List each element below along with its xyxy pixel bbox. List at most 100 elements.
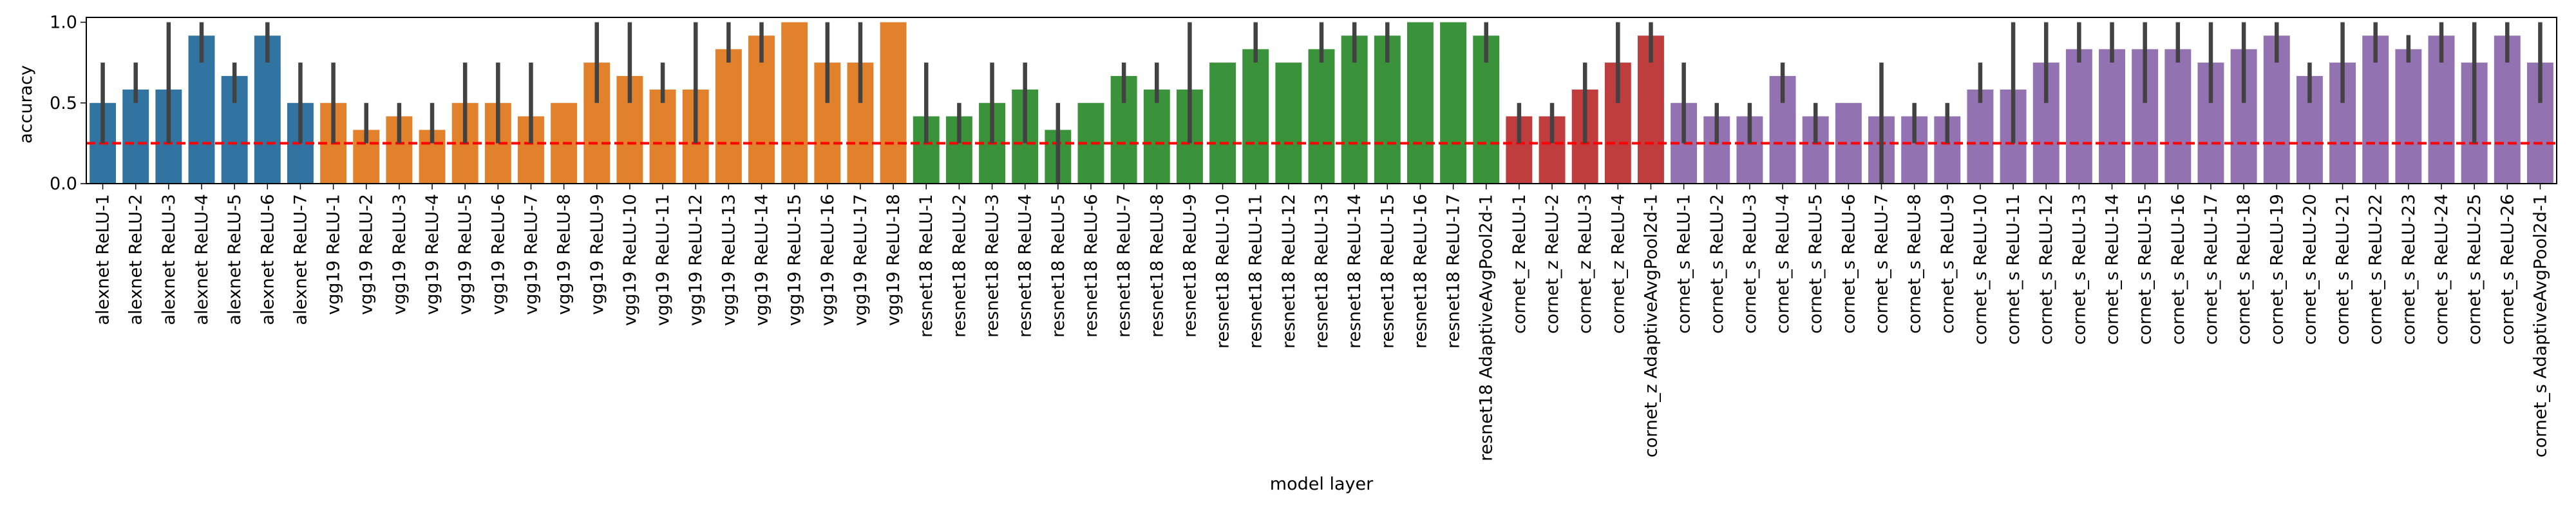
x-tick-label: cornet_s ReLU-22: [2366, 194, 2386, 345]
x-tick-label: resnet18 ReLU-2: [949, 194, 969, 338]
x-tick-label: vgg19 ReLU-6: [488, 194, 508, 315]
x-tick-label: vgg19 ReLU-3: [390, 194, 410, 315]
bar: [880, 22, 907, 184]
x-tick-label: vgg19 ReLU-13: [719, 194, 739, 326]
x-tick-label: vgg19 ReLU-18: [884, 194, 904, 326]
bar: [122, 89, 149, 184]
x-tick-label: alexnet ReLU-2: [126, 194, 146, 325]
x-tick-label: cornet_z AdaptiveAvgPool2d-1: [1641, 194, 1661, 457]
x-tick-label: cornet_s AdaptiveAvgPool2d-1: [2530, 194, 2550, 457]
x-tick-label: cornet_s ReLU-5: [1806, 194, 1826, 334]
x-tick-label: cornet_s ReLU-16: [2168, 194, 2188, 345]
x-tick-label: cornet_s ReLU-12: [2036, 194, 2056, 345]
x-tick-label: cornet_s ReLU-18: [2234, 194, 2254, 345]
x-tick-label: vgg19 ReLU-14: [752, 194, 772, 326]
bar: [1967, 89, 1994, 184]
x-tick-label: alexnet ReLU-5: [225, 194, 245, 325]
x-tick-label: cornet_z ReLU-2: [1542, 194, 1562, 334]
x-tick-label: vgg19 ReLU-4: [422, 194, 442, 315]
bar: [2164, 49, 2192, 184]
x-tick-label: vgg19 ReLU-7: [521, 194, 541, 315]
error-bars-layer: [100, 22, 2543, 184]
bar: [1406, 22, 1434, 184]
bar: [649, 89, 676, 184]
x-tick-label: cornet_s ReLU-25: [2465, 194, 2485, 345]
x-tick-label: resnet18 ReLU-17: [1444, 194, 1464, 349]
x-tick-label: vgg19 ReLU-16: [818, 194, 838, 326]
x-tick-label: resnet18 ReLU-5: [1048, 194, 1068, 338]
x-ticks-layer: alexnet ReLU-1 alexnet ReLU-2 alexnet ReLU…: [93, 184, 2550, 461]
x-tick-label: resnet18 ReLU-15: [1378, 194, 1397, 349]
y-tick-label: 0.5: [50, 93, 77, 113]
x-tick-label: cornet_s ReLU-26: [2497, 194, 2517, 345]
bar: [715, 49, 742, 184]
x-tick-label: resnet18 ReLU-9: [1180, 194, 1200, 338]
x-tick-label: cornet_s ReLU-4: [1773, 194, 1793, 334]
x-tick-label: resnet18 AdaptiveAvgPool2d-1: [1477, 194, 1497, 461]
bar: [1308, 49, 1335, 184]
x-tick-label: vgg19 ReLU-17: [851, 194, 871, 326]
x-tick-label: cornet_s ReLU-19: [2267, 194, 2287, 345]
x-tick-label: resnet18 ReLU-10: [1213, 194, 1233, 349]
bar: [1275, 62, 1302, 184]
bar: [781, 22, 808, 184]
bar: [2065, 49, 2092, 184]
x-tick-label: resnet18 ReLU-7: [1114, 194, 1134, 338]
x-tick-label: cornet_s ReLU-17: [2201, 194, 2221, 345]
x-tick-label: cornet_s ReLU-20: [2300, 194, 2320, 345]
x-tick-label: alexnet ReLU-4: [192, 194, 212, 325]
x-tick-label: cornet_s ReLU-1: [1674, 194, 1694, 334]
x-tick-label: resnet18 ReLU-6: [1081, 194, 1101, 338]
bar: [1440, 22, 1467, 184]
x-tick-label: resnet18 ReLU-13: [1312, 194, 1332, 349]
x-tick-label: cornet_s ReLU-24: [2432, 194, 2452, 345]
x-tick-label: resnet18 ReLU-8: [1147, 194, 1167, 338]
x-tick-label: resnet18 ReLU-3: [983, 194, 1003, 338]
x-tick-label: alexnet ReLU-3: [159, 194, 179, 325]
x-axis-label: model layer: [1270, 474, 1374, 494]
x-tick-label: cornet_s ReLU-8: [1905, 194, 1925, 334]
x-tick-label: vgg19 ReLU-10: [620, 194, 640, 326]
x-tick-label: cornet_z ReLU-1: [1510, 194, 1530, 334]
x-tick-label: resnet18 ReLU-14: [1345, 194, 1365, 349]
bar: [1209, 62, 1236, 184]
x-tick-label: alexnet ReLU-7: [290, 194, 310, 325]
x-tick-label: resnet18 ReLU-11: [1246, 194, 1266, 349]
x-tick-label: vgg19 ReLU-8: [554, 194, 574, 315]
x-tick-label: vgg19 ReLU-5: [455, 194, 475, 315]
x-tick-label: cornet_s ReLU-7: [1871, 194, 1891, 334]
x-tick-label: cornet_s ReLU-9: [1938, 194, 1958, 334]
x-tick-label: cornet_s ReLU-21: [2333, 194, 2353, 345]
x-tick-label: cornet_z ReLU-3: [1575, 194, 1595, 334]
x-tick-label: cornet_s ReLU-11: [2003, 194, 2023, 345]
x-tick-label: resnet18 ReLU-1: [916, 194, 936, 338]
x-tick-label: cornet_s ReLU-13: [2069, 194, 2089, 345]
bar: [1242, 49, 1269, 184]
x-tick-label: resnet18 ReLU-4: [1016, 194, 1036, 338]
x-tick-label: resnet18 ReLU-12: [1279, 194, 1299, 349]
x-tick-label: vgg19 ReLU-12: [686, 194, 706, 326]
x-tick-label: resnet18 ReLU-16: [1410, 194, 1430, 349]
y-ticks-layer: 0.0 0.5 1.0: [50, 13, 86, 194]
y-axis-label: accuracy: [16, 65, 36, 144]
x-tick-label: cornet_s ReLU-2: [1707, 194, 1727, 334]
x-tick-label: cornet_z ReLU-4: [1608, 194, 1628, 334]
x-tick-label: cornet_s ReLU-14: [2103, 194, 2123, 345]
x-tick-label: vgg19 ReLU-2: [357, 194, 377, 315]
x-tick-label: vgg19 ReLU-9: [587, 194, 607, 315]
bar: [1143, 89, 1170, 184]
x-tick-label: vgg19 ReLU-15: [785, 194, 805, 326]
bar: [2099, 49, 2125, 184]
x-tick-label: cornet_s ReLU-6: [1839, 194, 1859, 334]
y-tick-label: 1.0: [50, 13, 77, 33]
x-tick-label: cornet_s ReLU-10: [1971, 194, 1991, 345]
x-tick-label: alexnet ReLU-6: [258, 194, 278, 325]
x-tick-label: vgg19 ReLU-11: [653, 194, 673, 326]
x-tick-label: vgg19 ReLU-1: [324, 194, 344, 315]
x-tick-label: cornet_s ReLU-23: [2399, 194, 2419, 345]
x-tick-label: cornet_s ReLU-3: [1740, 194, 1760, 334]
y-tick-label: 0.0: [50, 174, 77, 194]
bars-layer: [90, 22, 2553, 184]
